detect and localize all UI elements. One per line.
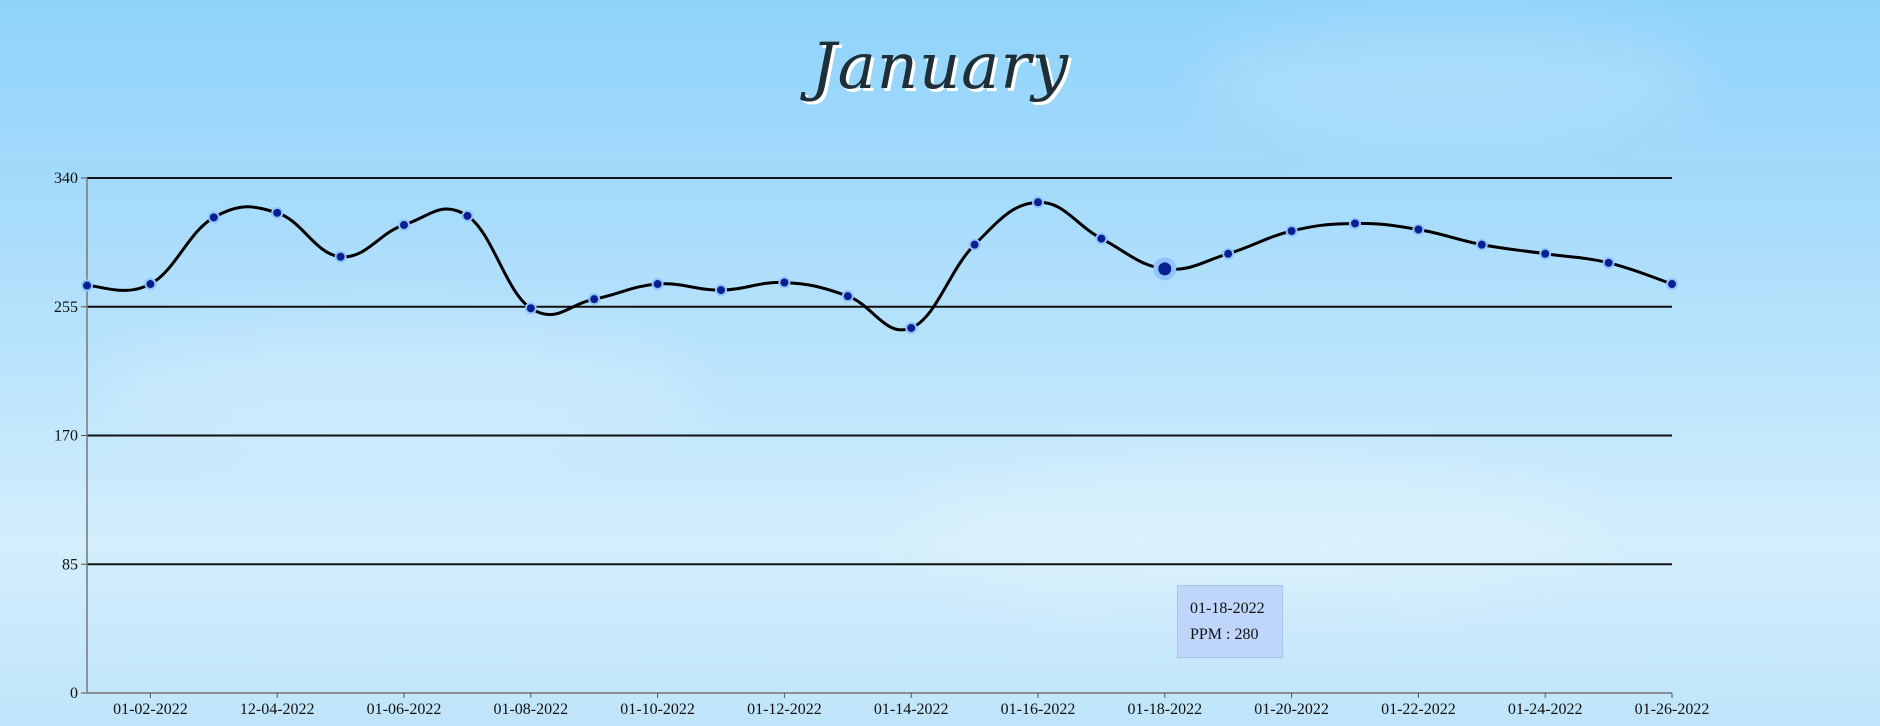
x-tick-label: 01-16-2022 bbox=[1001, 701, 1076, 718]
background-cloud bbox=[900, 450, 1600, 610]
x-tick-label: 01-20-2022 bbox=[1254, 701, 1329, 718]
data-point[interactable] bbox=[81, 279, 93, 292]
x-tick-label: 01-08-2022 bbox=[493, 701, 568, 718]
data-point[interactable] bbox=[905, 321, 918, 334]
x-tick-label: 01-26-2022 bbox=[1635, 701, 1710, 718]
x-tick-label: 01-10-2022 bbox=[620, 701, 695, 718]
data-point[interactable] bbox=[398, 218, 410, 231]
data-point[interactable] bbox=[524, 302, 537, 315]
data-point[interactable] bbox=[1666, 278, 1678, 291]
data-point[interactable] bbox=[334, 250, 347, 263]
data-point[interactable] bbox=[1475, 238, 1488, 251]
x-tick-label: 01-02-2022 bbox=[113, 701, 188, 718]
data-point[interactable] bbox=[588, 293, 601, 306]
data-point[interactable] bbox=[1602, 256, 1615, 269]
data-point[interactable] bbox=[778, 276, 791, 289]
data-point[interactable] bbox=[651, 278, 664, 291]
data-point[interactable] bbox=[461, 209, 474, 222]
y-tick-label: 170 bbox=[54, 428, 78, 445]
x-tick-label: 01-18-2022 bbox=[1127, 701, 1202, 718]
x-tick-label: 01-24-2022 bbox=[1508, 701, 1583, 718]
data-point[interactable] bbox=[715, 284, 727, 297]
data-tooltip: 01-18-2022 PPM : 280 bbox=[1177, 585, 1283, 658]
data-point[interactable] bbox=[1222, 247, 1235, 260]
data-point[interactable] bbox=[1539, 247, 1552, 260]
x-tick-label: 01-06-2022 bbox=[367, 701, 442, 718]
data-point[interactable] bbox=[144, 278, 157, 291]
background-cloud bbox=[1200, 20, 1700, 140]
y-tick-label: 340 bbox=[54, 170, 78, 187]
tooltip-date: 01-18-2022 bbox=[1190, 600, 1265, 617]
y-tick-label: 0 bbox=[70, 685, 78, 702]
data-point[interactable] bbox=[1095, 232, 1108, 245]
data-point[interactable] bbox=[1412, 223, 1425, 236]
data-point[interactable] bbox=[207, 211, 220, 224]
y-tick-label: 255 bbox=[54, 299, 78, 316]
x-tick-label: 01-14-2022 bbox=[874, 701, 949, 718]
series-line bbox=[86, 200, 1673, 332]
data-point[interactable] bbox=[1349, 217, 1361, 230]
x-tick-label: 01-22-2022 bbox=[1381, 701, 1456, 718]
data-point[interactable] bbox=[841, 290, 854, 303]
data-point[interactable] bbox=[968, 238, 981, 251]
x-tick-label: 12-04-2022 bbox=[240, 701, 315, 718]
data-point[interactable] bbox=[271, 206, 284, 219]
background-cloud bbox=[100, 320, 700, 460]
chart-title: January bbox=[810, 30, 1070, 104]
data-point[interactable] bbox=[1032, 196, 1044, 209]
tooltip-value: PPM : 280 bbox=[1190, 626, 1259, 643]
x-tick-label: 01-12-2022 bbox=[747, 701, 822, 718]
data-point[interactable] bbox=[1285, 225, 1298, 238]
y-tick-label: 85 bbox=[62, 556, 78, 573]
data-point-active[interactable] bbox=[1153, 257, 1177, 281]
